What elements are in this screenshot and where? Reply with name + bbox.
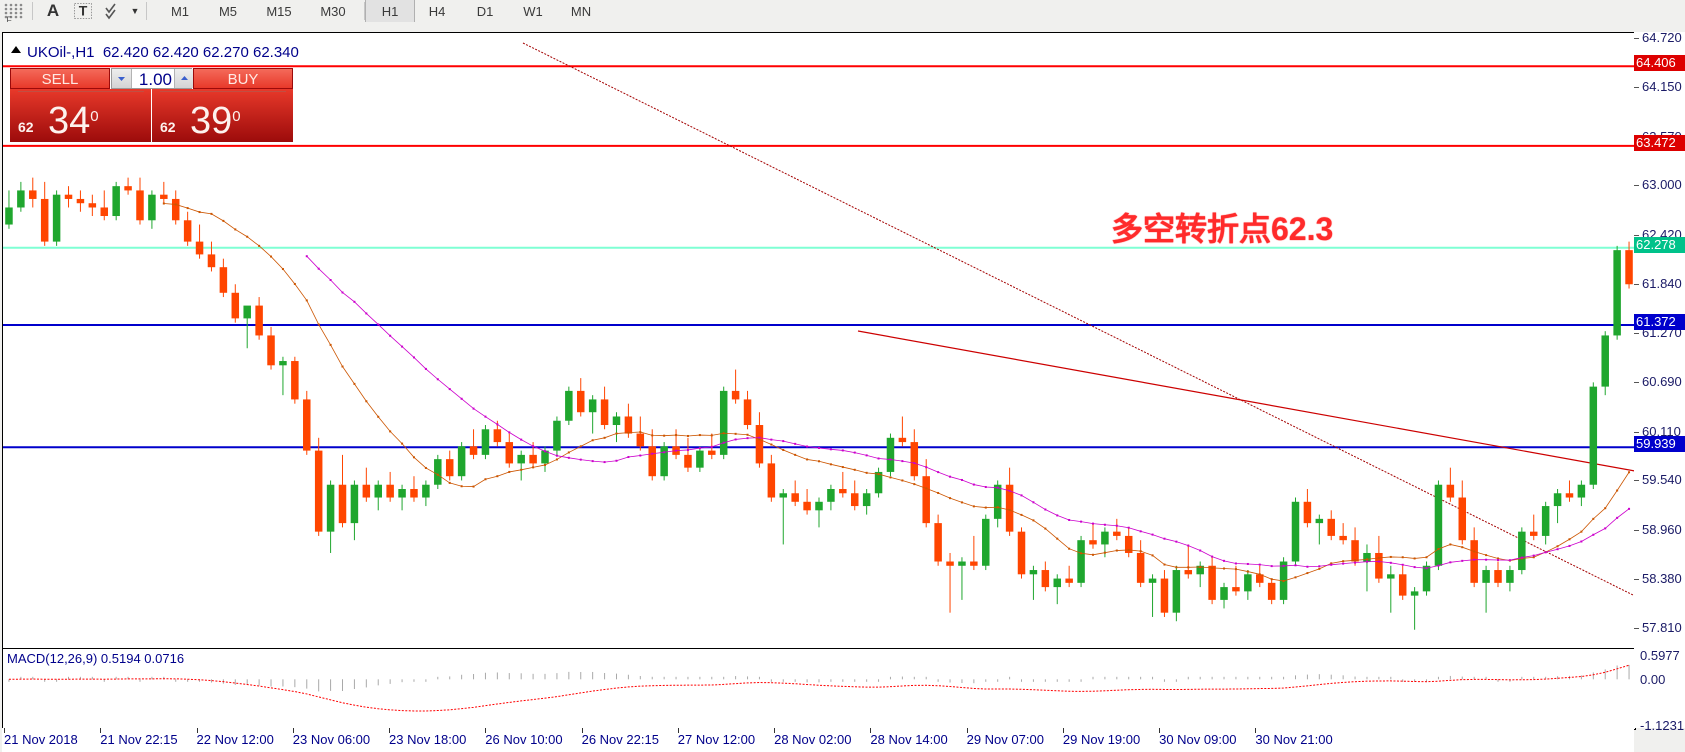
svg-text:T: T [79, 3, 88, 19]
